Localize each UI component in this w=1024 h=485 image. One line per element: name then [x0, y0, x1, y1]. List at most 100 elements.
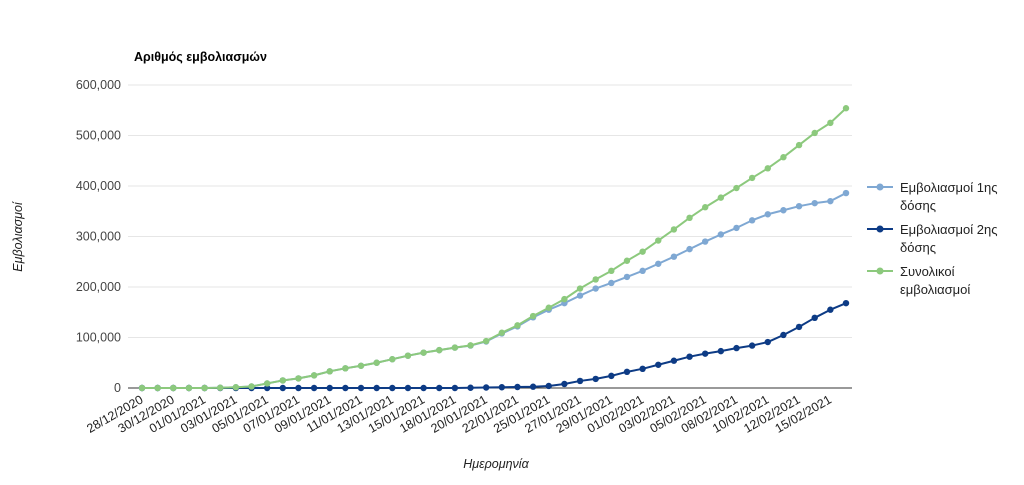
- data-point: [608, 279, 615, 287]
- data-point: [342, 365, 349, 372]
- data-point: [764, 338, 771, 346]
- data-point: [842, 189, 850, 197]
- data-point: [420, 384, 427, 392]
- data-point: [420, 349, 427, 356]
- data-point: [373, 359, 380, 366]
- data-point: [217, 384, 224, 391]
- data-point: [717, 194, 725, 201]
- data-point: [482, 337, 490, 345]
- data-point: [827, 306, 834, 313]
- data-point: [811, 314, 818, 322]
- data-point: [389, 356, 396, 363]
- data-point: [545, 382, 552, 390]
- data-point: [451, 384, 459, 392]
- y-tick-label: 0: [114, 381, 121, 395]
- data-point: [529, 383, 537, 390]
- data-point: [467, 342, 474, 349]
- series-line: [142, 192, 847, 389]
- data-point: [170, 384, 177, 392]
- data-point: [498, 329, 506, 336]
- data-point: [670, 357, 678, 364]
- data-point: [295, 384, 302, 392]
- data-point: [326, 368, 333, 375]
- data-point: [467, 384, 474, 391]
- data-point: [514, 322, 521, 329]
- data-point: [576, 285, 584, 292]
- x-axis-label: Ημερομηνία: [463, 457, 529, 471]
- data-point: [404, 384, 412, 392]
- data-point: [623, 273, 631, 281]
- data-point: [639, 248, 646, 255]
- data-point: [655, 260, 662, 267]
- data-point: [655, 361, 662, 368]
- data-point: [232, 384, 240, 391]
- data-point: [451, 344, 459, 351]
- gridlines: [128, 84, 852, 389]
- data-point: [608, 267, 615, 275]
- data-point: [498, 384, 506, 391]
- y-tick-label: 600,000: [76, 78, 121, 92]
- data-point: [795, 141, 803, 149]
- data-point: [733, 344, 740, 352]
- data-point: [326, 384, 333, 392]
- legend-swatch-marker: [876, 225, 884, 233]
- data-point: [748, 174, 756, 182]
- data-point: [717, 231, 725, 238]
- legend-entry-label: Εμβολιασμοί 1ης δόσης: [900, 180, 998, 213]
- data-point: [529, 312, 537, 320]
- data-point: [138, 384, 146, 392]
- data-point: [592, 375, 599, 383]
- series-lines: [138, 105, 850, 392]
- data-point: [310, 372, 318, 379]
- data-point: [670, 226, 678, 233]
- data-point: [655, 237, 662, 244]
- data-point: [623, 257, 631, 264]
- data-point: [404, 352, 412, 359]
- legend: Εμβολιασμοί 1ης δόσης Εμβολιασμοί 2ης δόσης…: [867, 180, 998, 297]
- data-point: [639, 267, 646, 275]
- data-point: [686, 214, 693, 222]
- data-point: [780, 207, 787, 214]
- data-point: [592, 285, 599, 292]
- data-point: [263, 384, 271, 392]
- legend-swatch-marker: [876, 183, 884, 191]
- data-point: [279, 384, 286, 392]
- data-point: [514, 383, 521, 391]
- data-point: [702, 204, 709, 211]
- data-point: [263, 380, 271, 387]
- data-point: [295, 375, 302, 382]
- y-axis-ticks: 0 100,000 200,000 300,000 400,000 500,000 600,…: [76, 78, 121, 395]
- legend-swatch-marker: [876, 267, 884, 275]
- data-point: [811, 199, 818, 207]
- data-point: [576, 292, 584, 299]
- data-point: [670, 253, 678, 260]
- data-point: [201, 384, 208, 392]
- data-point: [576, 377, 584, 385]
- legend-entry-label: Συνολικοί εμβολιασμοί: [900, 264, 970, 297]
- data-point: [310, 384, 318, 392]
- data-point: [357, 384, 365, 392]
- data-point: [827, 119, 834, 127]
- data-point: [623, 368, 631, 376]
- data-point: [842, 299, 850, 307]
- data-point: [702, 238, 709, 245]
- data-point: [780, 154, 787, 161]
- y-tick-label: 500,000: [76, 129, 121, 143]
- data-point: [686, 245, 693, 253]
- legend-entry-label: Εμβολιασμοί 2ης δόσης: [900, 222, 998, 255]
- y-tick-label: 400,000: [76, 179, 121, 193]
- y-tick-label: 200,000: [76, 280, 121, 294]
- data-point: [154, 384, 161, 392]
- data-point: [248, 383, 255, 390]
- data-point: [795, 203, 803, 210]
- data-point: [185, 384, 193, 392]
- data-point: [780, 331, 787, 339]
- data-point: [702, 350, 709, 357]
- series-group: [138, 105, 850, 392]
- x-axis-ticks: 28/12/202030/12/202001/01/202103/01/2021…: [84, 392, 834, 435]
- series-group: [138, 299, 850, 392]
- series-line: [142, 107, 847, 389]
- data-point: [357, 362, 365, 369]
